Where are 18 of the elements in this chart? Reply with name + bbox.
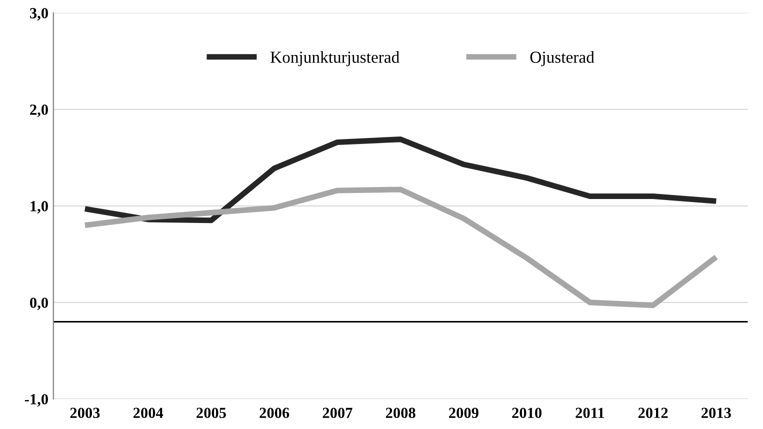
x-tick-label: 2004 xyxy=(133,408,164,418)
x-tick-label: 2010 xyxy=(512,408,542,418)
x-tick-label: 2012 xyxy=(638,408,668,418)
y-tick-label: 0,0 xyxy=(30,298,48,310)
x-tick-label: 2009 xyxy=(449,408,478,418)
legend-label: Konjunkturjusterad xyxy=(270,51,400,66)
x-tick-label: 2003 xyxy=(70,408,100,418)
y-tick-label: 3,0 xyxy=(30,8,48,21)
y-tick-label: 2,0 xyxy=(30,104,48,118)
x-tick-label: 2013 xyxy=(702,408,731,418)
x-tick-label: 2008 xyxy=(386,408,416,418)
x-tick-label: 2007 xyxy=(322,408,352,418)
x-tick-label: 2006 xyxy=(260,408,290,418)
legend-label: Ojusterad xyxy=(530,51,594,66)
x-tick-label: 2011 xyxy=(576,408,604,418)
y-tick-label: -1,0 xyxy=(24,394,48,407)
x-tick-label: 2005 xyxy=(196,408,226,418)
y-tick-label: 1,0 xyxy=(30,201,48,214)
